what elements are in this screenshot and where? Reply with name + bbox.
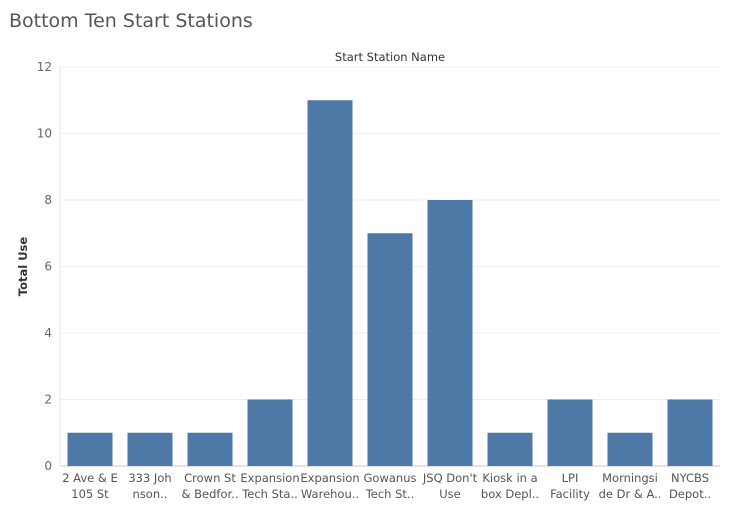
x-category-label: Kiosk in a box Depl.. xyxy=(481,471,539,501)
chart-title: Bottom Ten Start Stations xyxy=(9,10,253,32)
bar[interactable] xyxy=(67,432,113,466)
column-header: Start Station Name xyxy=(335,50,445,64)
bar[interactable] xyxy=(307,100,353,466)
x-category-label: Morningsi de Dr & A.. xyxy=(599,471,662,501)
x-category-label: Gowanus Tech St.. xyxy=(364,471,417,501)
y-tick-label: 4 xyxy=(44,326,52,340)
y-tick-label: 10 xyxy=(37,127,52,141)
y-tick-label: 8 xyxy=(44,193,52,207)
bars xyxy=(67,100,713,467)
y-tick-label: 0 xyxy=(44,459,52,473)
bar[interactable] xyxy=(427,200,473,466)
bar[interactable] xyxy=(127,432,173,466)
bar[interactable] xyxy=(487,432,533,466)
bar[interactable] xyxy=(607,432,653,466)
bar[interactable] xyxy=(187,432,233,466)
labels: Start Station Name 0 2 4 6 8 10 12 Total Use 2 Av… xyxy=(16,50,711,501)
x-category-label: Expansion Warehou.. xyxy=(300,471,359,501)
bar[interactable] xyxy=(367,233,413,466)
x-category-label: 333 Joh nson.. xyxy=(128,471,171,501)
y-tick-label: 6 xyxy=(44,260,52,274)
y-axis-title: Total Use xyxy=(16,237,30,297)
x-category-label: 2 Ave & E 105 St xyxy=(62,471,118,501)
x-category-label: NYCBS Depot.. xyxy=(669,471,711,501)
y-tick-label: 12 xyxy=(37,60,52,74)
bar[interactable] xyxy=(667,399,713,467)
x-category-label: LPI Facility xyxy=(550,471,590,501)
x-category-label: Expansion Tech Sta.. xyxy=(240,471,299,501)
bar[interactable] xyxy=(547,399,593,467)
bar[interactable] xyxy=(247,399,293,467)
y-tick-label: 2 xyxy=(44,393,52,407)
x-category-label: Crown St & Bedfor.. xyxy=(182,471,239,501)
x-category-label: JSQ Don't Use xyxy=(422,471,478,501)
